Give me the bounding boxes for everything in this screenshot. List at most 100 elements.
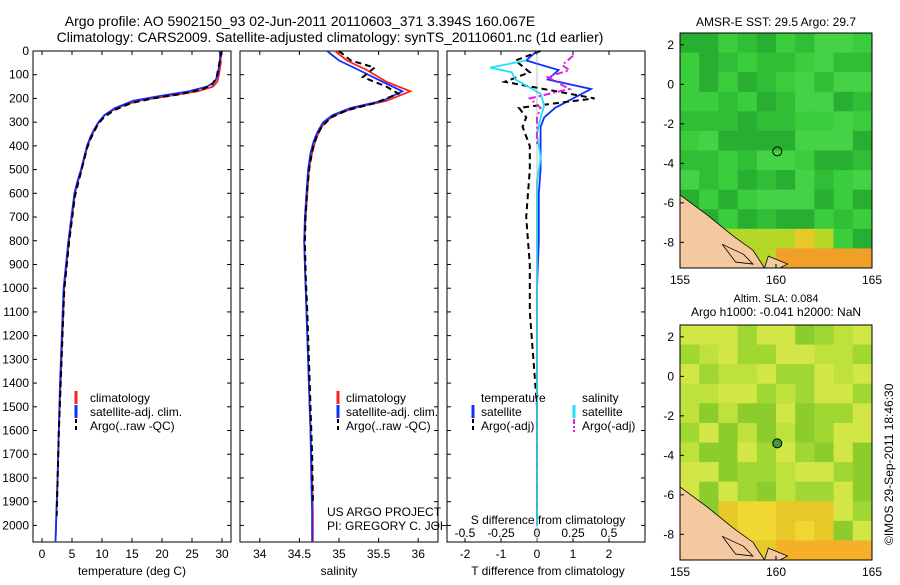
map-cell — [756, 501, 777, 522]
depth-tick-label: 900 — [9, 257, 29, 271]
map-cell — [795, 403, 815, 424]
temperature-legend: climatology satellite-adj. clim. Argo(..… — [74, 391, 182, 433]
map-cell — [852, 209, 873, 230]
x-tick-label: 34.5 — [288, 547, 312, 561]
map-cell — [776, 383, 796, 404]
map-cell — [756, 150, 777, 171]
map-cell — [737, 383, 758, 404]
map-cell — [814, 364, 835, 385]
map-cell — [833, 228, 854, 249]
map-cell — [852, 383, 873, 404]
x-tick-label: 0 — [39, 547, 46, 561]
x-tick-label: 15 — [125, 547, 139, 561]
map-cell — [833, 344, 854, 365]
map-cell — [718, 344, 739, 365]
map-cell — [776, 520, 796, 541]
map-cell — [718, 364, 739, 385]
map-cell — [737, 209, 758, 230]
map-cell — [737, 130, 758, 151]
map-cell — [756, 189, 777, 210]
map-cell — [680, 130, 700, 151]
imos-stamp: ©IMOS 29-Sep-2011 18:46:30 — [882, 383, 896, 545]
x-tick-label: 1 — [570, 547, 577, 561]
map-cell — [718, 209, 739, 230]
map-cell — [795, 170, 815, 191]
map-cell — [680, 403, 700, 424]
sla-map-panel: Altim. SLA: 0.084 Argo h1000: -0.041 h20… — [663, 293, 882, 579]
map-cell — [776, 150, 796, 171]
map-cell — [756, 52, 777, 73]
sst-map-title: AMSR-E SST: 29.5 Argo: 29.7 — [696, 15, 856, 29]
map-cell — [833, 209, 854, 230]
map-cell — [699, 344, 719, 365]
map-cell — [776, 130, 796, 151]
map-cell — [680, 325, 700, 346]
map-cell — [814, 111, 835, 132]
map-cell — [852, 520, 873, 541]
map-y-tick-label: -2 — [663, 117, 674, 131]
map-cell — [737, 442, 758, 463]
map-cell — [814, 422, 835, 443]
map-cell — [737, 481, 758, 502]
sst-map-panel: AMSR-E SST: 29.5 Argo: 29.7 155 160 165 2 0 -… — [663, 15, 882, 287]
map-cell — [776, 33, 796, 54]
depth-tick-label: 100 — [9, 68, 29, 82]
map-cell — [680, 462, 700, 483]
map-cell — [756, 462, 777, 483]
map-cell — [814, 91, 835, 112]
map-y-tick-label: -8 — [663, 527, 674, 541]
map-y-tick-label: -6 — [663, 488, 674, 502]
difference-legend: temperature salinity satellite Argo(-adj… — [471, 391, 635, 433]
map-cell — [756, 344, 777, 365]
map-cell — [699, 422, 719, 443]
map-cell — [814, 189, 835, 210]
map-cell — [852, 248, 873, 269]
map-y-tick-label: -6 — [663, 196, 674, 210]
map-cell — [814, 520, 835, 541]
x-tick-label: 10 — [95, 547, 109, 561]
map-cell — [795, 325, 815, 346]
x-tick-label: 35 — [332, 547, 346, 561]
map-cell — [795, 344, 815, 365]
map-cell — [852, 403, 873, 424]
salinity-axes-frame — [239, 50, 439, 543]
map-cell — [833, 422, 854, 443]
legend-climatology: climatology — [346, 391, 406, 405]
map-cell — [833, 248, 854, 269]
map-cell — [756, 442, 777, 463]
map-cell — [795, 189, 815, 210]
map-cell — [680, 91, 700, 112]
map-cell — [852, 228, 873, 249]
map-cell — [756, 209, 777, 230]
map-cell — [737, 91, 758, 112]
map-cell — [852, 344, 873, 365]
depth-tick-label: 400 — [9, 139, 29, 153]
map-cell — [814, 72, 835, 93]
map-x-tick-label: 165 — [862, 565, 882, 579]
temperature-axes-frame — [32, 50, 232, 543]
map-cell — [795, 540, 815, 561]
map-cell — [852, 111, 873, 132]
map-cell — [699, 150, 719, 171]
map-cell — [680, 364, 700, 385]
difference-axes-frame — [446, 50, 646, 543]
map-cell — [737, 462, 758, 483]
map-cell — [699, 481, 719, 502]
map-cell — [699, 189, 719, 210]
map-cell — [718, 422, 739, 443]
map-cell — [718, 501, 739, 522]
map-cell — [776, 72, 796, 93]
map-cell — [852, 72, 873, 93]
map-cell — [756, 130, 777, 151]
depth-tick-label: 500 — [9, 163, 29, 177]
map-cell — [680, 422, 700, 443]
map-cell — [756, 170, 777, 191]
x2-tick-label: 0.25 — [561, 526, 585, 540]
map-cell — [852, 442, 873, 463]
series-line-argo-raw-qc- — [303, 50, 401, 502]
map-cell — [699, 325, 719, 346]
map-cell — [776, 325, 796, 346]
depth-tick-label: 800 — [9, 234, 29, 248]
map-cell — [833, 33, 854, 54]
